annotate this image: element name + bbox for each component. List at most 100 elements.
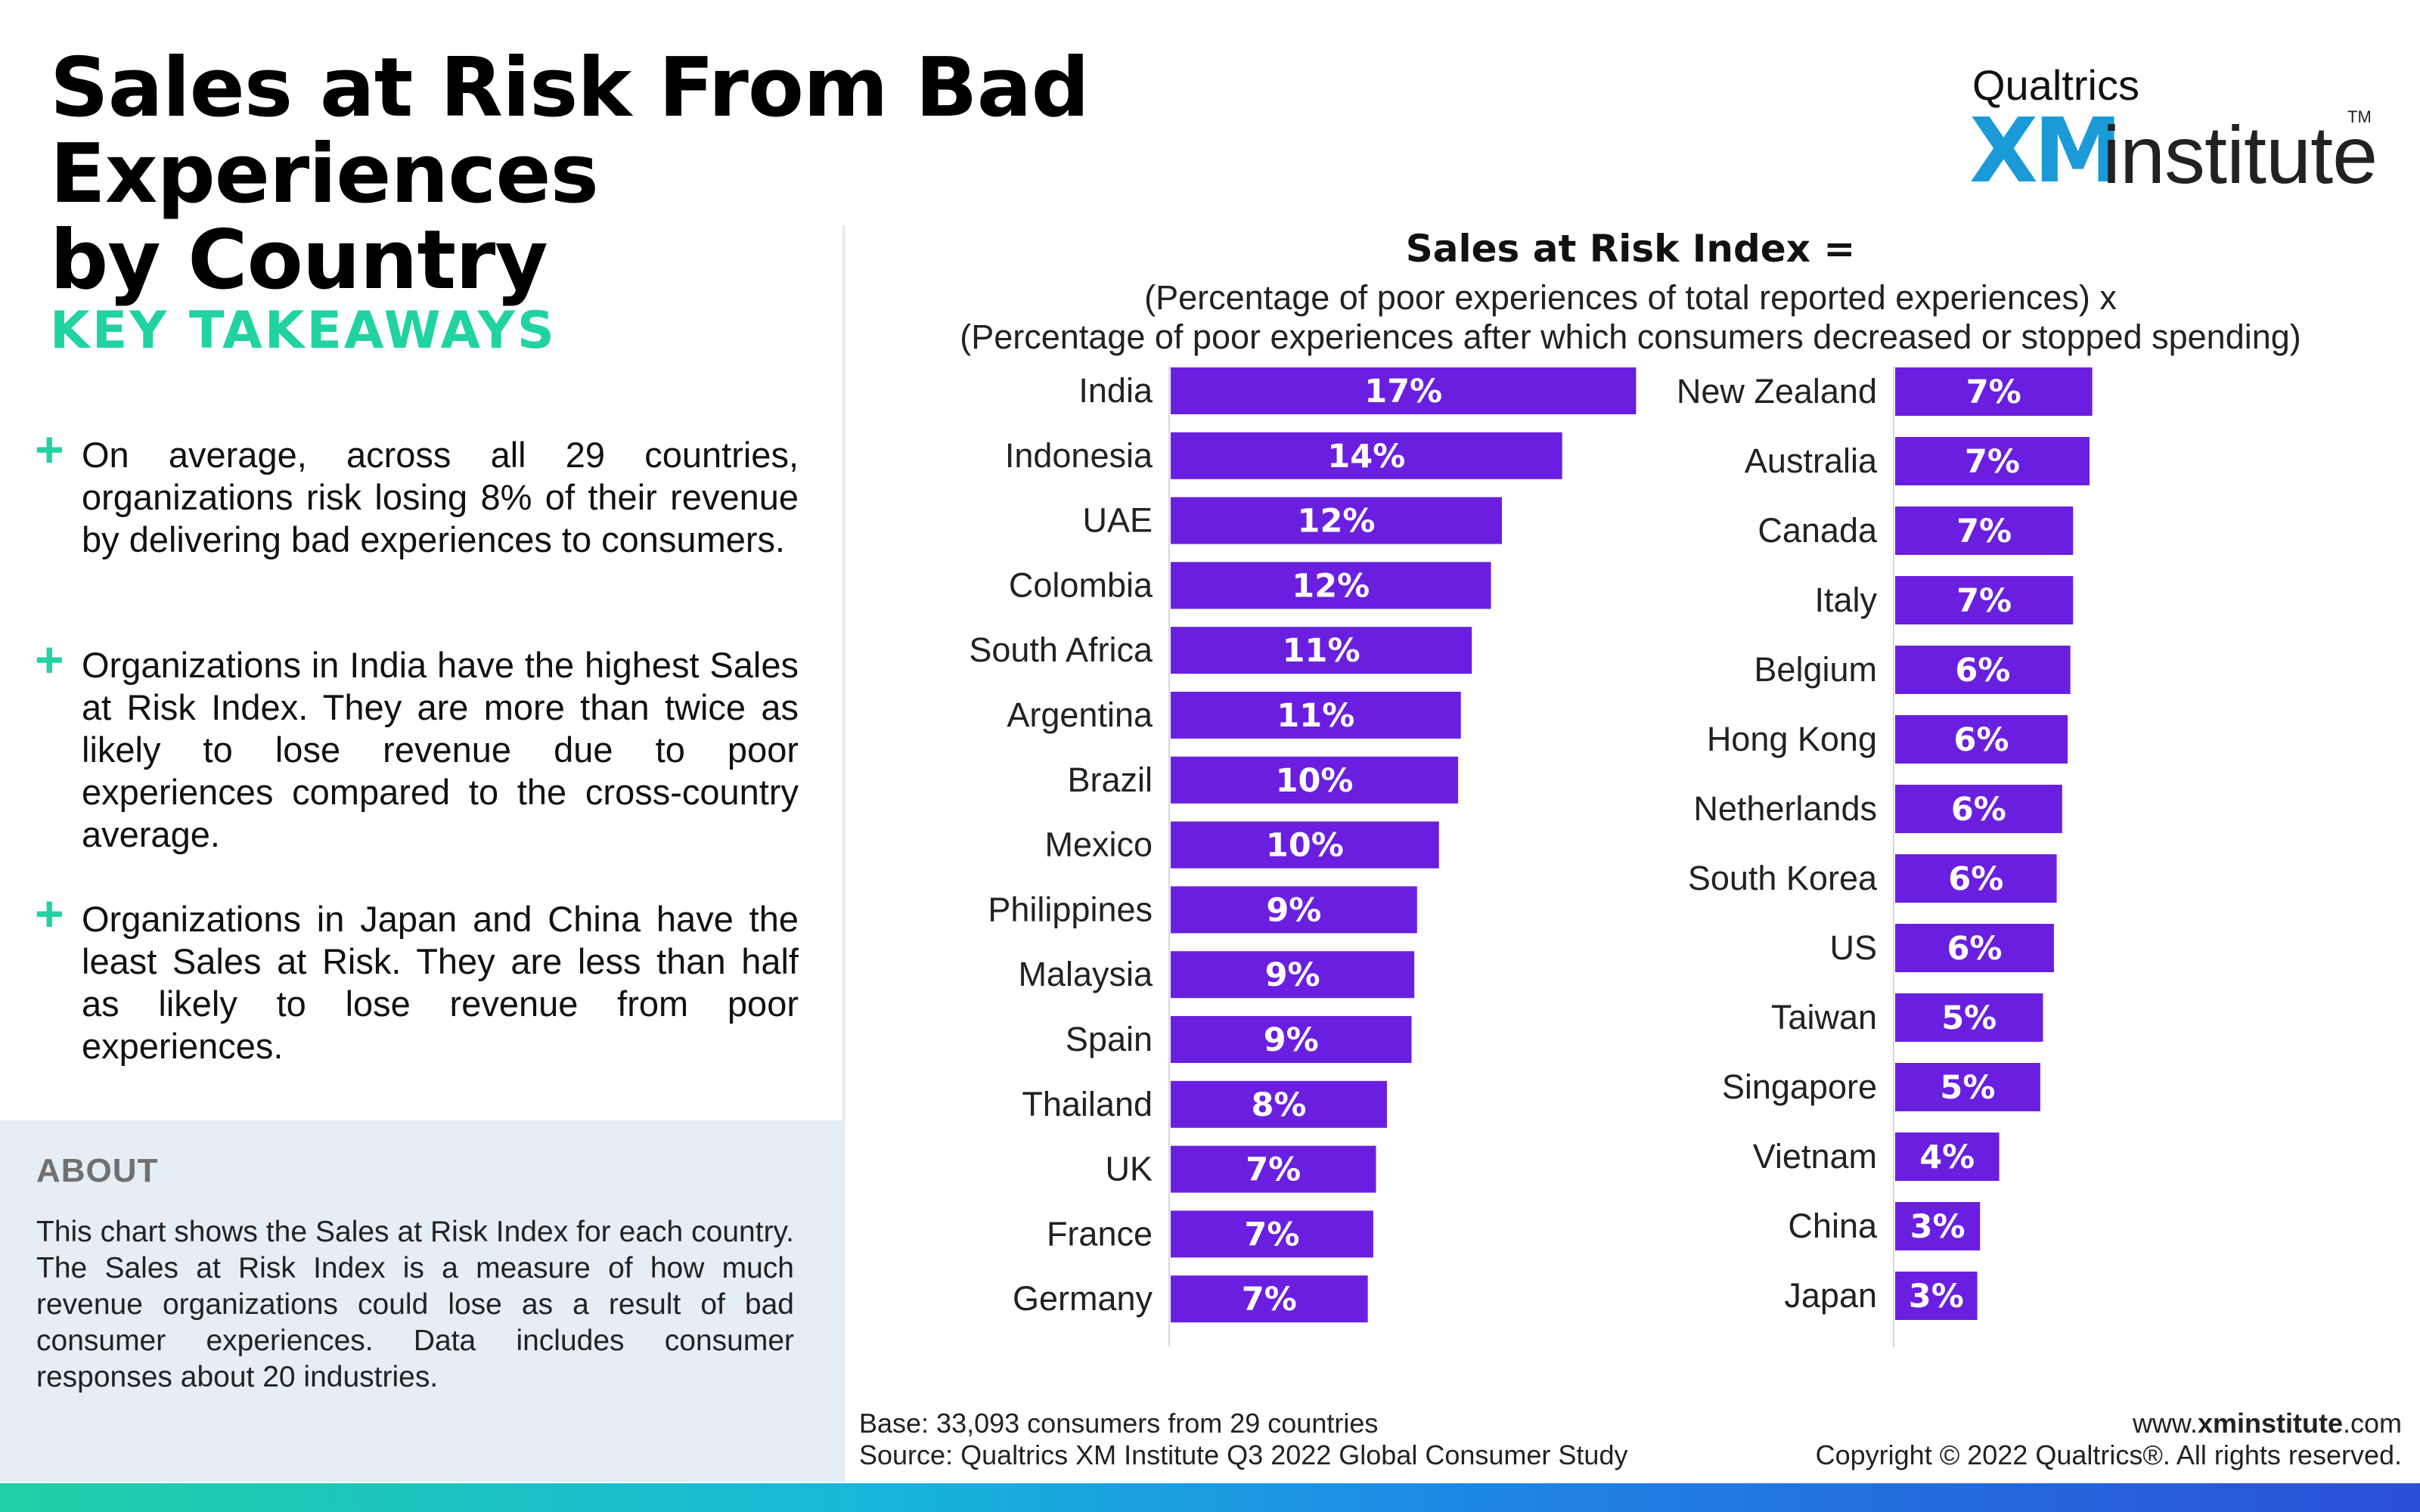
bar bbox=[1171, 627, 1472, 674]
category-label: Netherlands bbox=[1693, 789, 1877, 828]
category-label: India bbox=[1078, 371, 1153, 410]
data-label: 6% bbox=[1947, 930, 2002, 968]
data-label: 17% bbox=[1364, 373, 1442, 411]
category-label: Singapore bbox=[1722, 1067, 1877, 1106]
bar bbox=[1171, 1275, 1368, 1323]
bar bbox=[1171, 692, 1461, 739]
page-title: Sales at Risk From Bad Experiences by Co… bbox=[50, 45, 1487, 304]
bar bbox=[1171, 432, 1562, 479]
data-label: 9% bbox=[1264, 1021, 1319, 1059]
chart-panel-2: New Zealand 7% Australia 7% Canada 7% Italy 7% B… bbox=[1677, 366, 2093, 1347]
bar bbox=[1171, 497, 1503, 544]
plus-icon: + bbox=[35, 631, 64, 687]
bar bbox=[1895, 437, 2090, 485]
bar bbox=[1895, 993, 2043, 1042]
category-label: Belgium bbox=[1754, 650, 1877, 689]
base-note: Base: 33,093 consumers from 29 countries bbox=[859, 1408, 1379, 1439]
category-label: Spain bbox=[1066, 1020, 1153, 1058]
data-label: 11% bbox=[1277, 697, 1354, 735]
category-label: Vietnam bbox=[1753, 1137, 1877, 1176]
copyright-text: Copyright © 2022 Qualtrics®. All rights … bbox=[1815, 1439, 2402, 1470]
data-label: 5% bbox=[1940, 1069, 1995, 1107]
category-label: South Korea bbox=[1688, 859, 1878, 897]
logo-xm: XM bbox=[1969, 98, 2122, 203]
takeaway-text: Organizations in India have the highest … bbox=[82, 645, 799, 854]
category-label: Italy bbox=[1814, 581, 1877, 619]
bar bbox=[1171, 821, 1439, 869]
bar bbox=[1171, 1210, 1373, 1258]
category-label: Australia bbox=[1745, 442, 1878, 480]
data-label: 7% bbox=[1956, 582, 2012, 620]
logo-brand: Qualtrics bbox=[1972, 61, 2139, 109]
bar bbox=[1171, 562, 1491, 609]
data-label: 9% bbox=[1266, 891, 1321, 929]
bar bbox=[1171, 1016, 1412, 1063]
title-line-1: Sales at Risk From Bad Experiences bbox=[50, 41, 1090, 222]
column-divider bbox=[842, 225, 845, 1482]
category-label: US bbox=[1829, 928, 1877, 967]
bar bbox=[1895, 576, 2074, 624]
data-label: 6% bbox=[1954, 721, 2009, 759]
bar bbox=[1895, 1132, 2000, 1181]
category-label: Malaysia bbox=[1018, 955, 1153, 993]
about-panel: ABOUT This chart shows the Sales at Risk… bbox=[0, 1120, 842, 1482]
category-label: Japan bbox=[1784, 1276, 1877, 1315]
copyright-block: www.xminstitute.com Copyright © 2022 Qua… bbox=[1816, 1408, 2402, 1471]
plus-icon: + bbox=[35, 885, 64, 941]
data-label: 6% bbox=[1948, 860, 2003, 898]
category-label: New Zealand bbox=[1677, 372, 1877, 411]
category-label: Indonesia bbox=[1005, 436, 1153, 475]
data-label: 9% bbox=[1265, 956, 1320, 994]
bar bbox=[1895, 646, 2071, 694]
bar bbox=[1171, 951, 1415, 999]
about-body: This chart shows the Sales at Risk Index… bbox=[36, 1216, 794, 1393]
takeaway-text: Organizations in Japan and China have th… bbox=[82, 899, 799, 1066]
category-label: Mexico bbox=[1044, 826, 1153, 864]
logo-institute: institute bbox=[2102, 109, 2378, 200]
footer-gradient-bar bbox=[0, 1483, 2420, 1512]
logo-trademark: TM bbox=[2347, 107, 2372, 126]
category-label: Philippines bbox=[988, 890, 1153, 928]
data-label: 6% bbox=[1951, 791, 2006, 829]
formula-line-2: (Percentage of poor experiences after wh… bbox=[960, 318, 2301, 356]
data-label: 3% bbox=[1910, 1208, 1965, 1246]
data-label: 10% bbox=[1266, 827, 1344, 865]
category-label: Thailand bbox=[1022, 1085, 1153, 1123]
data-label: 11% bbox=[1283, 632, 1360, 670]
bar bbox=[1171, 756, 1459, 804]
data-label: 7% bbox=[1965, 443, 2020, 481]
category-label: Germany bbox=[1013, 1279, 1153, 1318]
category-label: Canada bbox=[1758, 511, 1878, 550]
bar bbox=[1895, 507, 2074, 555]
bar bbox=[1895, 367, 2093, 416]
bar bbox=[1895, 715, 2068, 764]
title-line-2: by Country bbox=[50, 213, 548, 308]
category-label: Hong Kong bbox=[1707, 720, 1877, 758]
data-label: 8% bbox=[1251, 1086, 1306, 1124]
category-label: South Africa bbox=[969, 631, 1153, 669]
category-label: Brazil bbox=[1067, 761, 1153, 799]
category-label: Argentina bbox=[1007, 696, 1153, 734]
category-label: UAE bbox=[1082, 501, 1153, 540]
chart-panel-1: India 17% Indonesia 14% UAE 12% Colombia 12% Sou… bbox=[969, 366, 1637, 1346]
sales-at-risk-bar-chart: India 17% Indonesia 14% UAE 12% Colombia 12% Sou… bbox=[969, 366, 2093, 1347]
data-label: 12% bbox=[1298, 503, 1376, 541]
website-link[interactable]: www.xminstitute.com bbox=[2132, 1408, 2402, 1439]
data-label: 7% bbox=[1244, 1216, 1299, 1253]
data-label: 5% bbox=[1941, 999, 1996, 1037]
data-label: 4% bbox=[1919, 1139, 1975, 1176]
data-label: 14% bbox=[1327, 438, 1405, 476]
plus-icon: + bbox=[35, 421, 64, 477]
takeaway-item: + On average, across all 29 countries, o… bbox=[35, 424, 799, 561]
data-label: 7% bbox=[1956, 513, 2012, 550]
category-label: China bbox=[1788, 1207, 1878, 1245]
bar bbox=[1895, 1202, 1981, 1250]
category-label: Colombia bbox=[1009, 565, 1153, 604]
bar bbox=[1171, 1080, 1387, 1128]
bar bbox=[1895, 924, 2054, 972]
bar bbox=[1895, 854, 2057, 903]
bar bbox=[1171, 886, 1417, 934]
qualtrics-xm-institute-logo: Qualtrics XM institute TM bbox=[1969, 57, 2378, 203]
bar bbox=[1895, 1272, 1978, 1320]
data-label: 7% bbox=[1966, 373, 2021, 411]
